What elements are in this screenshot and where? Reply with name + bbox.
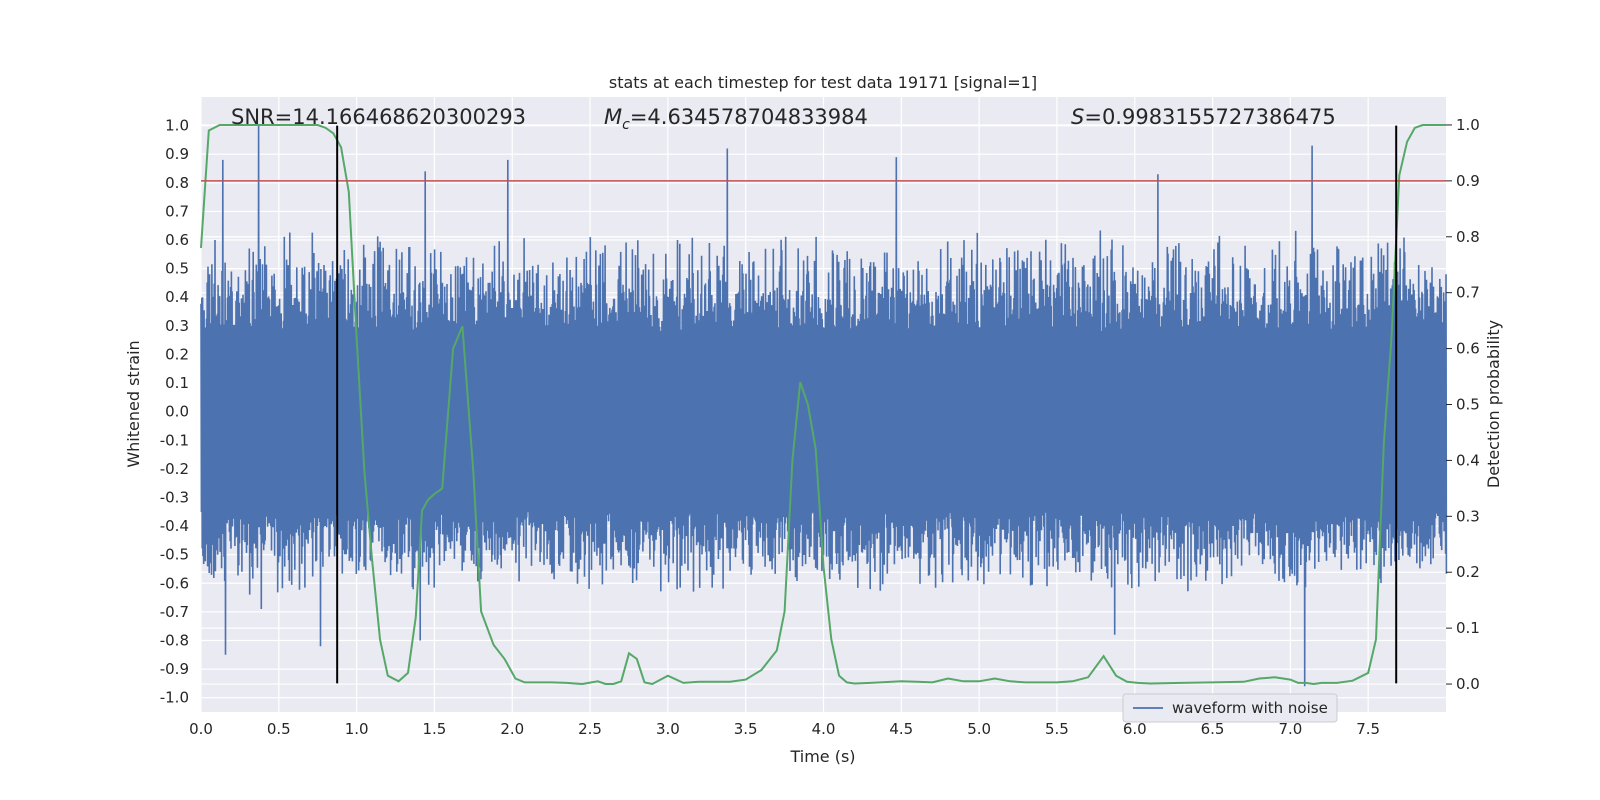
- y2-tick-label: 0.6: [1456, 340, 1480, 358]
- y-tick-label: -0.9: [160, 660, 189, 678]
- detection-probability-line: [200, 124, 1446, 686]
- x-tick-label: 1.5: [423, 720, 447, 738]
- y2-tick-label: 0.3: [1456, 507, 1480, 525]
- x-axis-ticks: 0.0 0.5 1.0 1.5 2.0 2.5 3.0 3.5 4.0 4.5 5.0 5.5 6.0 6…: [189, 720, 1380, 738]
- y-tick-label: -0.2: [160, 460, 189, 478]
- y2-tick-label: 0.8: [1456, 228, 1480, 246]
- y-tick-label: 0.0: [165, 403, 189, 421]
- y-tick-label: 0.2: [165, 345, 189, 363]
- y-tick-label: -0.6: [160, 574, 189, 592]
- chart-title: stats at each timestep for test data 191…: [609, 73, 1037, 92]
- x-tick-label: 3.5: [734, 720, 758, 738]
- y-tick-label: -1.0: [160, 689, 189, 707]
- y-tick-label: 0.8: [165, 174, 189, 192]
- y2-tick-label: 0.4: [1456, 451, 1480, 469]
- chirp-mass-value: =4.634578704833984: [630, 105, 868, 129]
- snr-annotation: SNR=14.166468620300293: [231, 105, 526, 129]
- y-tick-label: -0.4: [160, 517, 189, 535]
- y-tick-label: -0.3: [160, 488, 189, 506]
- x-tick-label: 0.5: [267, 720, 291, 738]
- y-tick-label: 0.4: [165, 288, 189, 306]
- y-tick-label: 0.7: [165, 202, 189, 220]
- y2-tick-label: 0.9: [1456, 172, 1480, 190]
- legend-label: waveform with noise: [1172, 699, 1328, 717]
- score-symbol: S: [1071, 105, 1084, 129]
- y-tick-label: 0.6: [165, 231, 189, 249]
- x-tick-label: 7.0: [1278, 720, 1302, 738]
- y-axis-ticks: 1.0 0.9 0.8 0.7 0.6 0.5 0.4 0.3 0.2 0.1 0.0 -0.1 -0.…: [160, 117, 189, 707]
- x-tick-label: 2.5: [578, 720, 602, 738]
- y-tick-label: 0.9: [165, 145, 189, 163]
- legend: waveform with noise: [1122, 693, 1338, 723]
- y2-tick-label: 0.2: [1456, 563, 1480, 581]
- x-axis-label: Time (s): [789, 747, 855, 766]
- x-tick-label: 5.5: [1045, 720, 1069, 738]
- x-tick-label: 4.0: [812, 720, 836, 738]
- y2-axis-ticks: 1.0 0.9 0.8 0.7 0.6 0.5 0.4 0.3 0.2 0.1 0.0: [1446, 116, 1480, 693]
- y2-tick-label: 0.5: [1456, 396, 1480, 414]
- x-tick-label: 5.0: [967, 720, 991, 738]
- x-tick-label: 6.5: [1201, 720, 1225, 738]
- y-tick-label: -0.1: [160, 431, 189, 449]
- series-layer: [200, 125, 1448, 687]
- score-annotation: S=0.9983155727386475: [1071, 105, 1336, 129]
- x-tick-label: 0.0: [189, 720, 213, 738]
- x-tick-label: 7.5: [1356, 720, 1380, 738]
- y-tick-label: -0.8: [160, 631, 189, 649]
- y-tick-label: 0.5: [165, 260, 189, 278]
- x-tick-label: 1.0: [345, 720, 369, 738]
- score-value: =0.9983155727386475: [1084, 105, 1335, 129]
- y-tick-label: -0.7: [160, 603, 189, 621]
- y2-tick-label: 0.0: [1456, 675, 1480, 693]
- y-tick-label: -0.5: [160, 546, 189, 564]
- y2-axis-label: Detection probability: [1484, 320, 1503, 488]
- waveform-line: [200, 125, 1448, 687]
- chirp-mass-symbol: M: [604, 105, 622, 129]
- chirp-mass-annotation: Mc=4.634578704833984: [604, 105, 868, 133]
- overlay-layer: [200, 124, 1446, 686]
- y-tick-label: 0.3: [165, 317, 189, 335]
- y-tick-label: 0.1: [165, 374, 189, 392]
- x-tick-label: 2.0: [500, 720, 524, 738]
- x-tick-label: 3.0: [656, 720, 680, 738]
- y2-tick-label: 1.0: [1456, 116, 1480, 134]
- chirp-mass-subscript: c: [622, 117, 630, 133]
- y-axis-label: Whitened strain: [124, 340, 143, 467]
- x-tick-label: 6.0: [1123, 720, 1147, 738]
- legend-box: [1122, 693, 1338, 723]
- y2-tick-label: 0.1: [1456, 619, 1480, 637]
- x-tick-label: 4.5: [889, 720, 913, 738]
- y2-tick-label: 0.7: [1456, 284, 1480, 302]
- y-tick-label: 1.0: [165, 117, 189, 135]
